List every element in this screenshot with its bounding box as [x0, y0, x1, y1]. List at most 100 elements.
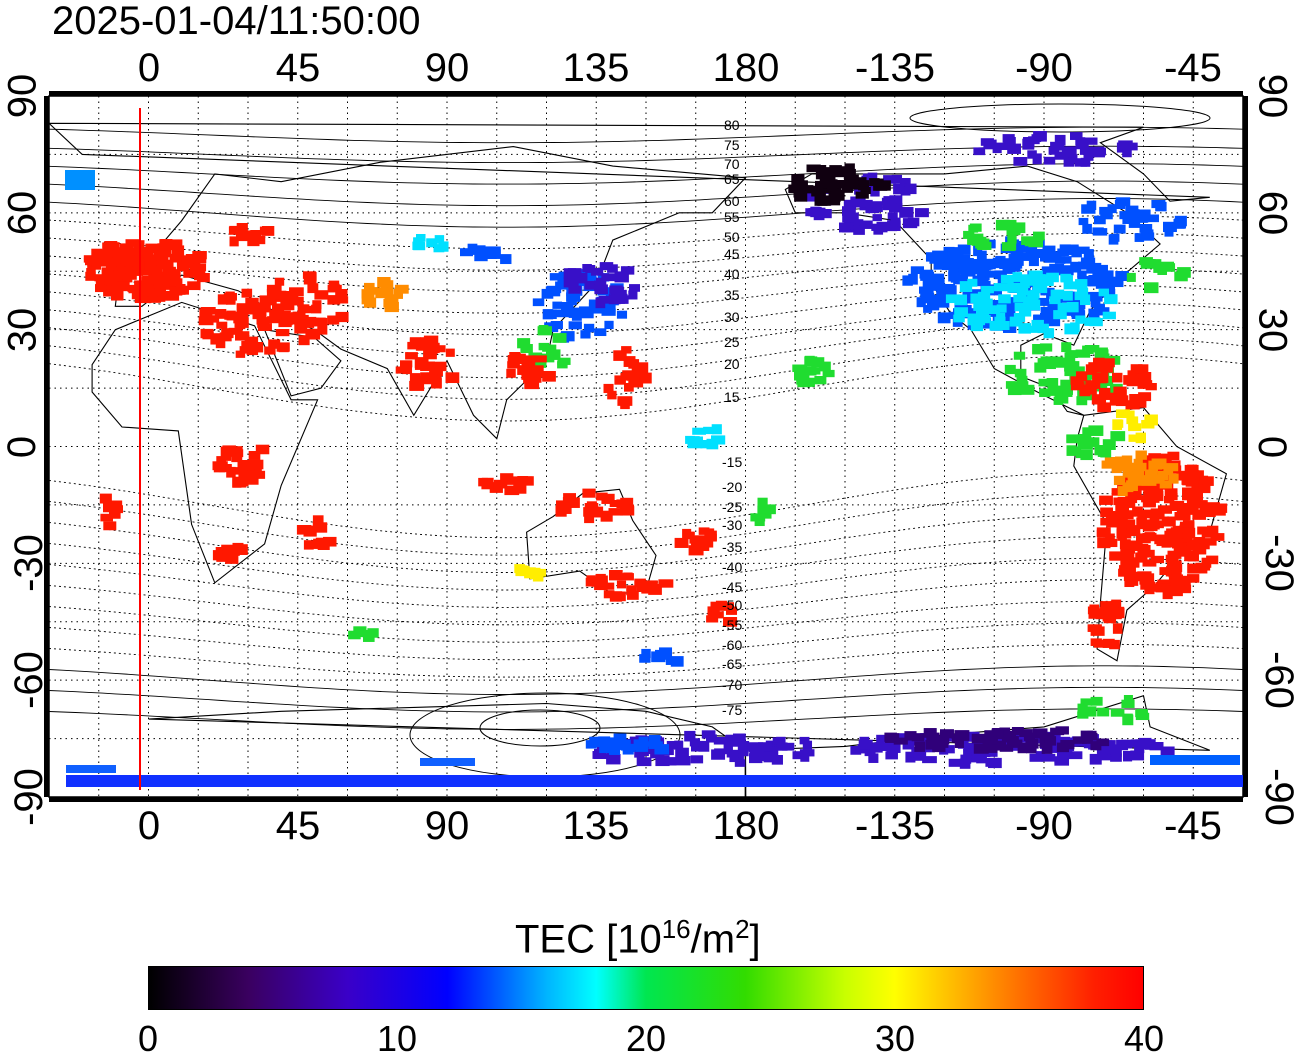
tec-observation	[214, 310, 227, 319]
tec-observation	[620, 266, 635, 275]
tec-observation	[1121, 549, 1135, 561]
tec-observation	[176, 261, 190, 272]
tec-observation	[616, 591, 626, 602]
tec-observation	[911, 733, 925, 742]
tec-observation	[1007, 384, 1022, 396]
tec-observation	[1203, 538, 1217, 546]
tec-observation	[772, 737, 784, 745]
tec-observation	[584, 513, 595, 524]
tec-observation	[616, 499, 630, 509]
tec-observation	[628, 359, 640, 369]
tec-observation	[1004, 307, 1015, 317]
tec-observation	[1077, 270, 1087, 278]
tec-observation	[238, 313, 249, 321]
tec-observation	[738, 748, 749, 757]
tec-observation	[1187, 574, 1200, 583]
magnetic-latitude-label: 75	[724, 137, 740, 153]
tec-observation	[725, 734, 741, 744]
tec-observation	[908, 273, 918, 285]
tec-observation	[973, 743, 989, 754]
tec-observation	[1094, 215, 1106, 225]
tec-observation	[217, 294, 228, 305]
tec-observation	[1028, 239, 1044, 248]
tec-observation	[1113, 224, 1126, 234]
tec-observation	[1007, 735, 1019, 747]
tec-observation	[1038, 378, 1053, 387]
tec-observation	[616, 580, 627, 589]
tec-observation	[954, 730, 970, 741]
tec-observation	[234, 317, 249, 328]
tec-observation	[367, 628, 379, 638]
tec-observation	[805, 208, 815, 217]
tec-observation	[757, 505, 770, 514]
tec-observation	[959, 254, 971, 264]
tec-observation	[1150, 474, 1165, 484]
tec-observation	[1043, 328, 1054, 338]
tec-observation	[1026, 325, 1041, 333]
tec-observation	[1034, 362, 1047, 373]
tec-observation	[1054, 256, 1066, 264]
tec-observation	[883, 175, 897, 184]
tec-observation	[402, 365, 413, 375]
tec-observation	[900, 186, 911, 196]
tec-observation	[1004, 364, 1016, 375]
tec-observation	[665, 656, 678, 665]
tec-observation	[1115, 519, 1126, 528]
tec-observation	[1141, 475, 1157, 486]
longitude-tick-bottom: 90	[424, 804, 470, 848]
tec-observation	[1054, 134, 1066, 146]
tec-observation	[872, 214, 882, 222]
tec-observation	[692, 427, 706, 435]
tec-observation	[236, 303, 247, 313]
tec-observation	[1135, 432, 1146, 444]
tec-observation	[648, 583, 662, 595]
tec-observation	[529, 369, 542, 377]
tec-observation	[1187, 553, 1199, 562]
tec-observation	[1110, 708, 1125, 717]
tec-observation	[1207, 525, 1219, 537]
tec-observation	[1011, 727, 1024, 736]
tec-observation	[973, 147, 986, 156]
tec-observation	[1142, 549, 1155, 558]
tec-observation	[504, 485, 520, 496]
tec-observation	[1000, 274, 1014, 284]
tec-observation	[1089, 604, 1100, 614]
tec-observation	[1100, 517, 1110, 526]
magnetic-latitude-contour	[48, 180, 1243, 207]
tec-observation	[609, 500, 621, 508]
tec-observation	[996, 304, 1007, 313]
tec-observation	[599, 737, 615, 747]
tec-observation	[139, 267, 152, 276]
tec-observation	[617, 396, 633, 406]
longitude-tick-bottom: 0	[137, 804, 161, 848]
tec-observation	[298, 319, 308, 330]
tec-observation	[255, 444, 270, 455]
tec-observation	[364, 282, 375, 294]
longitude-tick-top: 135	[562, 46, 630, 90]
tec-observation	[594, 328, 607, 337]
tec-observation	[970, 317, 986, 326]
tec-observation	[244, 336, 259, 348]
tec-observation	[1043, 156, 1056, 165]
tec-observation	[685, 531, 695, 539]
tec-observation	[567, 268, 582, 279]
tec-observation	[998, 294, 1011, 304]
tec-observation	[853, 225, 865, 235]
tec-observation	[713, 737, 727, 745]
tec-observation	[924, 728, 937, 738]
tec-observation	[967, 278, 978, 287]
magnetic-latitude-label: 30	[724, 309, 740, 325]
tec-observation	[1083, 249, 1094, 258]
tec-observation	[305, 272, 317, 281]
colorbar-tick: 10	[376, 1018, 418, 1059]
tec-observation	[734, 759, 746, 767]
longitude-tick-top: -90	[1015, 46, 1073, 90]
tec-observation	[972, 259, 983, 269]
magnetic-latitude-label: -75	[722, 702, 743, 718]
tec-observation	[1090, 696, 1103, 706]
tec-observation	[604, 320, 614, 330]
tec-observation	[436, 345, 446, 353]
tec-observation	[100, 513, 113, 522]
tec-observation	[1173, 545, 1188, 554]
tec-observation	[714, 748, 725, 758]
